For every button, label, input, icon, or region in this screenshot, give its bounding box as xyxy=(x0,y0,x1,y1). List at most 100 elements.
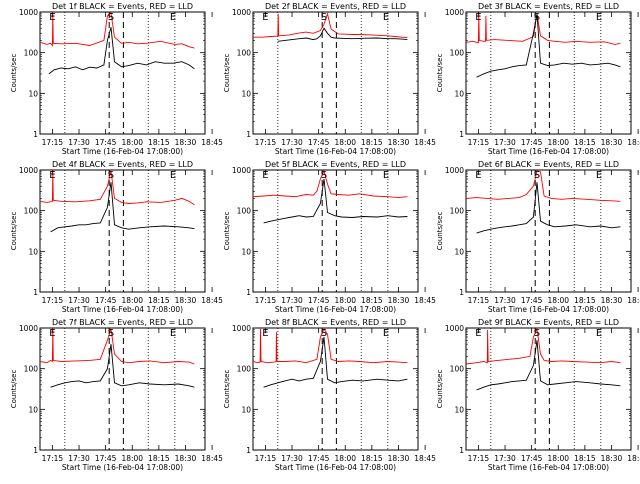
start-marker-label: S xyxy=(108,170,114,181)
y-axis-label: Counts/sec xyxy=(223,212,231,251)
y-tick-label: 10 xyxy=(28,247,38,256)
x-tick-label: 18:30 xyxy=(175,296,197,305)
plot-frame xyxy=(39,327,206,451)
events-series-line xyxy=(48,27,195,75)
x-tick-label: 18:15 xyxy=(148,454,170,463)
x-tick-label: 18:00 xyxy=(121,296,143,305)
y-axis-label: Counts/sec xyxy=(223,54,231,93)
x-tick-label: 18:15 xyxy=(361,454,383,463)
y-tick-label: 100 xyxy=(450,207,465,216)
events-series-line xyxy=(476,340,621,391)
start-marker-label: S xyxy=(108,328,114,339)
end-marker-label: E xyxy=(475,12,481,23)
end-marker-label: E xyxy=(262,170,268,181)
x-tick-label: 18:00 xyxy=(334,454,356,463)
lld-series-line xyxy=(252,327,408,364)
x-tick-label: 18:30 xyxy=(175,138,197,147)
chart-title: Det 5f BLACK = Events, RED = LLD xyxy=(265,160,406,169)
x-tick-label: 17:30 xyxy=(281,296,303,305)
y-tick-label: 100 xyxy=(237,207,252,216)
y-tick-label: 1000 xyxy=(19,8,38,17)
x-tick-label: 17:30 xyxy=(68,296,90,305)
y-axis-label: Counts/sec xyxy=(10,54,18,93)
x-axis-label: Start Time (16-Feb-04 17:08:00) xyxy=(275,147,396,156)
chart-title: Det 9f BLACK = Events, RED = LLD xyxy=(478,318,619,327)
x-tick-label: 18:15 xyxy=(361,296,383,305)
x-tick-label: 18:45 xyxy=(414,454,436,463)
chart-panel-6: Det 6f BLACK = Events, RED = LLD 1 10 100 10… xyxy=(436,160,640,314)
chart-panel-2: Det 2f BLACK = Events, RED = LLD 1 10 100 10… xyxy=(223,2,436,156)
plot-frame xyxy=(465,327,632,451)
start-marker-label: S xyxy=(108,12,114,23)
chart-panel-7: Det 7f BLACK = Events, RED = LLD 1 10 100 10… xyxy=(10,318,223,472)
x-tick-label: 17:45 xyxy=(308,454,330,463)
end-marker-label: E xyxy=(49,328,55,339)
x-axis-label: Start Time (16-Feb-04 17:08:00) xyxy=(488,305,609,314)
x-tick-label: 18:15 xyxy=(148,138,170,147)
x-axis-label: Start Time (16-Feb-04 17:08:00) xyxy=(488,463,609,472)
y-tick-label: 100 xyxy=(24,207,39,216)
x-tick-label: 18:00 xyxy=(121,138,143,147)
chart-panel-5: Det 5f BLACK = Events, RED = LLD 1 10 100 10… xyxy=(223,160,436,314)
y-tick-label: 1 xyxy=(246,130,251,139)
lld-series-line xyxy=(252,169,408,199)
end-marker-label: E xyxy=(383,170,389,181)
x-tick-label: 18:30 xyxy=(388,138,410,147)
chart-title: Det 6f BLACK = Events, RED = LLD xyxy=(478,160,619,169)
x-tick-label: 18:15 xyxy=(574,454,596,463)
x-tick-label: 17:45 xyxy=(521,138,543,147)
start-marker-label: S xyxy=(321,170,327,181)
x-tick-label: 18:30 xyxy=(388,296,410,305)
end-marker-label: E xyxy=(475,170,481,181)
lld-series-line xyxy=(253,12,408,39)
x-axis-label: Start Time (16-Feb-04 17:08:00) xyxy=(62,305,183,314)
chart-title: Det 4f BLACK = Events, RED = LLD xyxy=(52,160,193,169)
x-tick-label: 18:30 xyxy=(388,454,410,463)
end-marker-label: E xyxy=(262,328,268,339)
y-tick-label: 1 xyxy=(33,130,38,139)
x-tick-label: 17:30 xyxy=(281,138,303,147)
end-marker-label: E xyxy=(596,328,602,339)
x-tick-label: 18:45 xyxy=(414,138,436,147)
y-tick-label: 100 xyxy=(237,49,252,58)
events-series-line xyxy=(263,178,408,224)
y-tick-label: 1000 xyxy=(19,324,38,333)
x-tick-label: 17:30 xyxy=(68,138,90,147)
x-axis-label: Start Time (16-Feb-04 17:08:00) xyxy=(275,305,396,314)
y-axis-label: Counts/sec xyxy=(436,54,444,93)
x-tick-label: 17:45 xyxy=(308,138,330,147)
lld-series-line xyxy=(465,12,621,45)
x-tick-label: 17:15 xyxy=(468,454,490,463)
lld-series-line xyxy=(465,170,621,202)
start-marker-label: S xyxy=(321,328,327,339)
plot-frame xyxy=(39,11,206,135)
y-axis-label: Counts/sec xyxy=(436,212,444,251)
x-tick-label: 17:15 xyxy=(42,454,64,463)
y-tick-label: 100 xyxy=(237,365,252,374)
y-tick-label: 1000 xyxy=(232,8,251,17)
y-tick-label: 1 xyxy=(459,288,464,297)
events-series-line xyxy=(50,344,195,388)
x-tick-label: 17:15 xyxy=(42,296,64,305)
start-marker-label: S xyxy=(321,12,327,23)
x-tick-label: 18:15 xyxy=(574,296,596,305)
start-marker-label: S xyxy=(534,12,540,23)
x-tick-label: 18:00 xyxy=(334,138,356,147)
y-tick-label: 1 xyxy=(33,446,38,455)
end-marker-label: E xyxy=(170,328,176,339)
plot-frame xyxy=(252,169,419,293)
plot-frame xyxy=(465,11,632,135)
chart-title: Det 2f BLACK = Events, RED = LLD xyxy=(265,2,406,11)
plot-frame xyxy=(252,327,419,451)
lld-series-line xyxy=(465,327,621,365)
y-tick-label: 100 xyxy=(24,49,39,58)
y-axis-label: Counts/sec xyxy=(223,370,231,409)
chart-title: Det 7f BLACK = Events, RED = LLD xyxy=(52,318,193,327)
x-tick-label: 18:00 xyxy=(547,296,569,305)
y-tick-label: 1000 xyxy=(445,166,464,175)
x-tick-label: 17:15 xyxy=(255,138,277,147)
end-marker-label: E xyxy=(383,12,389,23)
chart-panel-9: Det 9f BLACK = Events, RED = LLD 1 10 100 10… xyxy=(436,318,640,472)
y-tick-label: 10 xyxy=(454,89,464,98)
